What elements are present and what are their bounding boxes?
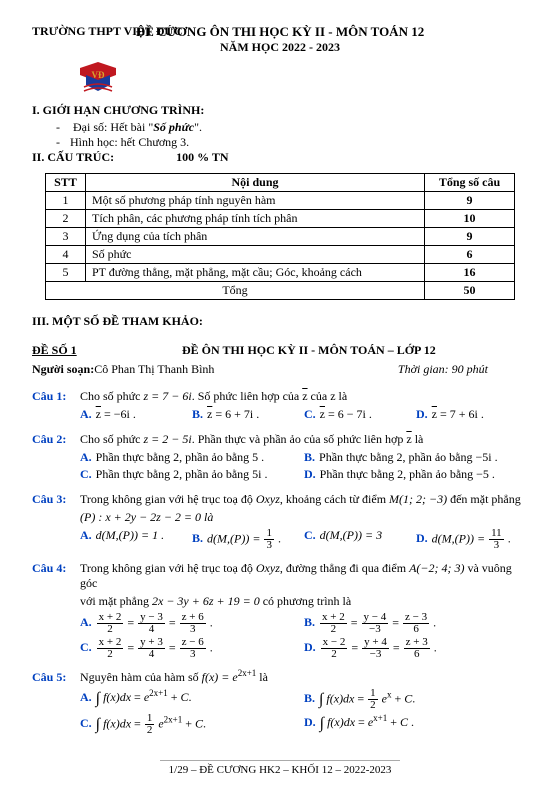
- options: A. ∫ f(x)dx = e2x+1 + C. B. ∫ f(x)dx = 1…: [80, 688, 528, 738]
- question-3: Câu 3: Trong không gian với hệ trục toạ …: [32, 492, 528, 553]
- options: A. x + 22 = y − 34 = z + 63 . B. x + 22 …: [80, 612, 528, 662]
- th-noidung: Nội dung: [86, 174, 425, 192]
- q-stem: Cho số phức z = 2 − 5i. Phần thực và phầ…: [80, 432, 528, 447]
- school-logo: VĐ: [76, 61, 120, 99]
- table-row: 5PT đường thẳng, mặt phẳng, mặt cầu; Góc…: [46, 264, 515, 282]
- q-label: Câu 3:: [32, 492, 80, 553]
- table-row: 2Tích phân, các phương pháp tính tích ph…: [46, 210, 515, 228]
- scope-list: Đại số: Hết bài "Số phức". Hình học: hết…: [32, 120, 528, 150]
- question-2: Câu 2: Cho số phức z = 2 − 5i. Phần thực…: [32, 432, 528, 484]
- author-row: Người soạn: Cô Phan Thị Thanh Bình Thời …: [32, 362, 528, 377]
- th-stt: STT: [46, 174, 86, 192]
- de-title: ĐỀ ÔN THI HỌC KỲ II - MÔN TOÁN – LỚP 12: [182, 343, 436, 358]
- q-label: Câu 2:: [32, 432, 80, 484]
- author-label: Người soạn:: [32, 362, 94, 377]
- section-2: II. CẤU TRÚC: 100 % TN: [32, 150, 528, 165]
- question-4: Câu 4: Trong không gian với hệ trục toạ …: [32, 561, 528, 662]
- exam-time: Thời gian: 90 phút: [398, 362, 488, 377]
- q-label: Câu 1:: [32, 389, 80, 424]
- scope-item: Hình học: hết Chương 3.: [70, 135, 528, 150]
- section-1-heading: I. GIỚI HẠN CHƯƠNG TRÌNH:: [32, 103, 528, 118]
- question-1: Câu 1: Cho số phức z = 7 − 6i. Số phức l…: [32, 389, 528, 424]
- scope-item: Đại số: Hết bài "Số phức".: [70, 120, 528, 135]
- table-total-row: Tổng50: [46, 282, 515, 300]
- q-stem-2: với mặt phẳng 2x − 3y + 6z + 19 = 0 có p…: [80, 594, 528, 609]
- section-2-heading: II. CẤU TRÚC:: [32, 150, 114, 165]
- de-header: ĐỀ SỐ 1 ĐỀ ÔN THI HỌC KỲ II - MÔN TOÁN –…: [32, 343, 528, 358]
- q-stem-2: (P) : x + 2y − 2z − 2 = 0 là: [80, 510, 528, 525]
- author-name: Cô Phan Thị Thanh Bình: [94, 362, 214, 377]
- table-row: 4Số phức6: [46, 246, 515, 264]
- page-header: TRƯỜNG THPT VIỆT ĐỨC ĐỀ CƯƠNG ÔN THI HỌC…: [32, 24, 528, 55]
- de-number: ĐỀ SỐ 1: [32, 343, 182, 358]
- q-stem: Trong không gian với hệ trục toạ độ Oxyz…: [80, 561, 528, 591]
- content-table: STT Nội dung Tổng số câu 1Một số phương …: [45, 173, 515, 300]
- q-stem: Cho số phức z = 7 − 6i. Số phức liên hợp…: [80, 389, 528, 404]
- page-footer: 1/29 – ĐỀ CƯƠNG HK2 – KHỐI 12 – 2022-202…: [32, 752, 528, 776]
- footer-text: 1/29 – ĐỀ CƯƠNG HK2 – KHỐI 12 – 2022-202…: [32, 764, 528, 776]
- svg-text:VĐ: VĐ: [92, 70, 105, 80]
- q-label: Câu 4:: [32, 561, 80, 662]
- th-count: Tổng số câu: [425, 174, 515, 192]
- q-stem: Nguyên hàm của hàm số f(x) = e2x+1 là: [80, 670, 528, 685]
- doc-year: NĂM HỌC 2022 - 2023: [32, 40, 528, 55]
- q-stem: Trong không gian với hệ trục toạ độ Oxyz…: [80, 492, 528, 507]
- table-row: 3Ứng dụng của tích phân9: [46, 228, 515, 246]
- table-row: 1Một số phương pháp tính nguyên hàm9: [46, 192, 515, 210]
- options: A.z = −6i . B.z = 6 + 7i . C.z = 6 − 7i …: [80, 407, 528, 424]
- options: A.Phần thực bằng 2, phần ảo bằng 5 . B.P…: [80, 450, 528, 484]
- section-3-heading: III. MỘT SỐ ĐỀ THAM KHẢO:: [32, 314, 528, 329]
- q-label: Câu 5:: [32, 670, 80, 738]
- school-name: TRƯỜNG THPT VIỆT ĐỨC: [32, 24, 183, 39]
- question-5: Câu 5: Nguyên hàm của hàm số f(x) = e2x+…: [32, 670, 528, 738]
- options: A.d(M,(P)) = 1 . B.d(M,(P)) = 13 . C.d(M…: [80, 528, 528, 553]
- section-2-value: 100 % TN: [176, 150, 228, 165]
